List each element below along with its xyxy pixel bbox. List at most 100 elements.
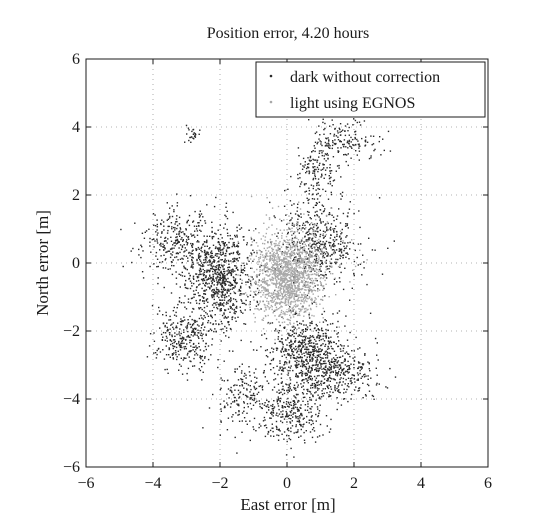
scatter-point [276,349,278,351]
scatter-point [304,259,306,261]
scatter-point [266,252,268,254]
scatter-point [217,261,219,263]
scatter-point [291,269,293,272]
scatter-point [293,283,295,285]
scatter-point [344,360,346,362]
scatter-point [294,290,296,292]
scatter-point [257,293,259,295]
scatter-point [272,301,274,303]
scatter-point [302,300,304,302]
scatter-point [270,411,273,413]
scatter-point [305,307,307,310]
scatter-point [204,270,206,272]
scatter-point [311,406,313,408]
scatter-point [328,394,330,396]
scatter-point [264,435,267,438]
scatter-point [333,330,336,332]
scatter-point [316,242,318,245]
scatter-point [357,378,359,380]
scatter-point [172,244,174,246]
scatter-point [289,283,291,285]
scatter-point [260,280,262,282]
scatter-point [304,277,306,279]
scatter-point [326,324,329,326]
scatter-point [307,273,310,276]
scatter-point [328,340,330,343]
scatter-point [319,263,321,266]
scatter-point [296,364,299,366]
scatter-point [179,334,181,337]
scatter-point [204,326,206,328]
scatter-point [232,304,234,306]
scatter-point [281,316,284,318]
scatter-point [293,258,295,261]
scatter-point [294,276,296,279]
scatter-point [308,268,310,270]
scatter-point [299,263,301,265]
scatter-point [315,253,317,256]
scatter-point [289,276,292,278]
scatter-point [295,357,297,360]
scatter-point [340,240,342,243]
scatter-point [175,218,178,220]
scatter-point [327,360,330,362]
scatter-point [295,299,297,302]
scatter-point [308,198,310,201]
scatter-point [195,248,197,250]
scatter-point [296,351,298,354]
scatter-point [186,242,189,244]
scatter-point [315,364,318,366]
scatter-point [275,279,277,281]
scatter-point [307,362,309,365]
scatter-point [297,278,300,281]
scatter-point [316,354,319,357]
scatter-point [223,270,225,273]
scatter-point [305,232,307,235]
scatter-point [229,389,232,391]
scatter-point [324,208,326,210]
scatter-point [329,352,332,355]
scatter-point [311,151,313,153]
scatter-point [163,229,165,231]
scatter-point [334,385,336,387]
scatter-point [267,271,269,273]
scatter-point [231,288,233,290]
scatter-point [291,217,293,219]
scatter-point [214,232,216,234]
scatter-point [316,375,319,377]
scatter-point [290,414,292,417]
scatter-point [161,261,164,263]
scatter-point [342,368,344,371]
scatter-point [283,354,286,356]
scatter-point [164,247,166,249]
scatter-point [334,143,336,146]
scatter-point [349,380,352,382]
scatter-point [189,287,192,290]
scatter-point [243,402,245,404]
scatter-point [275,256,277,258]
scatter-point [291,286,293,288]
scatter-point [291,266,294,269]
scatter-point [327,154,329,156]
scatter-point [322,307,324,310]
scatter-point [272,312,274,314]
scatter-point [260,238,262,240]
scatter-point [337,265,340,268]
scatter-point [287,337,289,340]
scatter-point [271,413,273,416]
scatter-point [295,397,297,399]
scatter-point [312,279,315,282]
scatter-point [218,305,220,307]
scatter-point [259,264,262,266]
scatter-point [262,317,265,319]
scatter-point [308,187,310,189]
scatter-point [339,281,341,283]
scatter-point [314,356,317,358]
scatter-point [333,341,335,343]
scatter-point [196,258,198,261]
scatter-point [181,338,183,340]
scatter-point [228,247,231,249]
scatter-point [339,248,342,251]
scatter-point [303,285,305,288]
scatter-point [230,299,232,302]
